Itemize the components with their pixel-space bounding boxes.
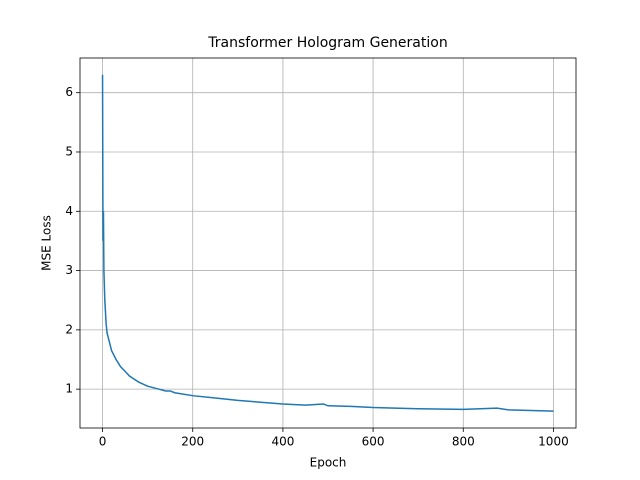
x-tick-label: 1000: [538, 435, 569, 449]
chart-title: Transformer Hologram Generation: [207, 35, 447, 51]
x-tick-label: 0: [99, 435, 107, 449]
y-tick-label: 1: [65, 382, 73, 396]
axes-frame: [79, 57, 577, 429]
x-tick-label: 200: [181, 435, 204, 449]
line: [101, 74, 554, 412]
x-tick-label: 400: [271, 435, 294, 449]
y-tick-label: 4: [65, 204, 73, 218]
y-tick-label: 5: [65, 144, 73, 158]
y-axis-label: MSE Loss: [40, 215, 54, 271]
y-tick-label: 2: [65, 322, 73, 336]
y-tick-label: 6: [65, 85, 73, 99]
y-tick-label: 3: [65, 263, 73, 277]
x-tick-label: 600: [362, 435, 385, 449]
x-axis-label: Epoch: [310, 456, 347, 470]
x-tick-label: 800: [452, 435, 475, 449]
